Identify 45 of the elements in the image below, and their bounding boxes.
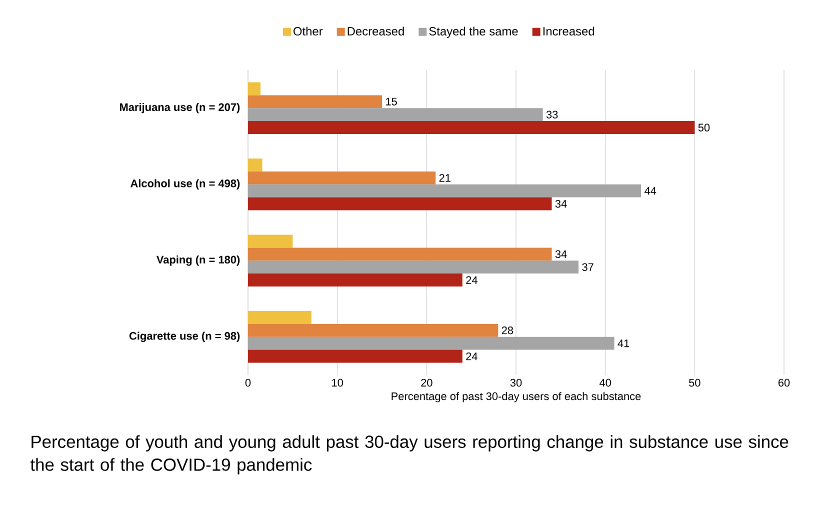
data-label: 44 [644,187,656,195]
legend-label: Stayed the same [429,26,518,38]
bar [248,184,642,198]
y-tick-label: Cigarette use (n = 98) [129,332,240,342]
bar [248,158,262,172]
x-tick-label: 30 [510,378,522,387]
data-label: 41 [618,340,630,348]
data-label: 21 [439,174,450,182]
bar [248,248,552,261]
legend-label: Other [294,26,323,36]
bar [248,95,382,108]
x-tick-label: 10 [332,378,343,387]
y-tick-label: Marijuana use (n = 207) [120,103,240,114]
data-label: 28 [502,326,514,334]
x-axis-title: Percentage of past 30-day users of each substance [392,392,641,402]
data-label: 37 [582,263,594,271]
bar [248,197,552,210]
data-label: 24 [466,276,478,284]
bar [248,324,498,337]
x-tick-label: 60 [778,378,790,387]
data-label: 24 [466,352,478,360]
data-label: 34 [555,200,567,208]
text: Percentage of youth and young adult past 30-day users reporting change in substance use since the start of the COVID-19 pandemic [30,435,788,474]
legend-label: Decreased [348,26,404,36]
bar [248,234,293,248]
y-tick-label: Vaping (n = 180) [156,255,240,266]
x-tick-label: 40 [599,378,611,387]
bar [248,260,579,274]
bar [248,311,312,324]
x-tick-label: 20 [421,378,432,387]
data-label: 15 [386,98,397,106]
legend-label: Increased [543,26,594,36]
data-label: 50 [698,124,710,132]
bar [248,82,261,96]
y-tick-label: Alcohol use (n = 498) [130,179,240,190]
bar [248,108,543,122]
bar [248,336,614,350]
bar [248,121,695,134]
x-tick-label: 50 [689,378,700,387]
data-label: 33 [546,110,558,118]
x-tick-label: 0 [245,378,251,387]
bar [248,171,436,184]
bar [248,274,462,286]
data-label: 34 [555,250,567,258]
bar [248,350,462,363]
